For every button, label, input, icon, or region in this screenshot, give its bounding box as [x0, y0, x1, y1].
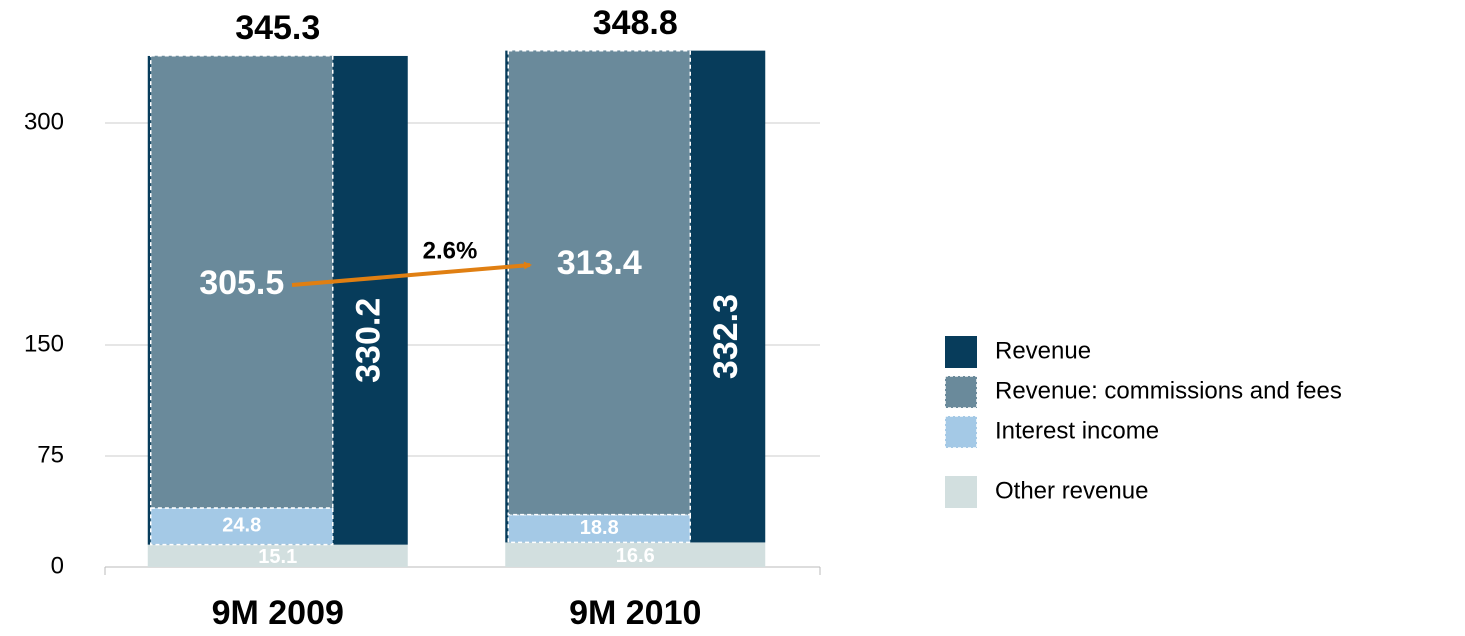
- data-label: 330.2: [350, 298, 388, 383]
- data-label: 15.1: [258, 546, 297, 568]
- legend-label: Other revenue: [995, 477, 1148, 504]
- annotation: 2.6%: [423, 237, 478, 264]
- legend-label: Revenue: commissions and fees: [995, 377, 1342, 404]
- bar-segment: [147, 544, 408, 567]
- data-label: 24.8: [222, 515, 261, 537]
- bar-segment: [507, 50, 691, 516]
- x-tick-label: 9M 2010: [569, 594, 701, 632]
- legend-label: Interest income: [995, 417, 1159, 444]
- legend-label: Revenue: [995, 337, 1091, 364]
- x-tick-label: 9M 2009: [212, 594, 344, 632]
- data-label: 313.4: [557, 244, 642, 282]
- y-tick-label: 150: [24, 330, 64, 357]
- y-tick-label: 75: [37, 441, 64, 468]
- y-tick-label: 0: [51, 552, 64, 579]
- legend-swatch: [945, 336, 977, 368]
- data-label: 305.5: [199, 264, 284, 302]
- total-label: 345.3: [235, 9, 320, 47]
- growth-arrow: [291, 261, 532, 287]
- legend-swatch: [944, 375, 978, 409]
- legend-swatch: [944, 415, 978, 449]
- data-label: 16.6: [616, 545, 655, 567]
- data-label: 18.8: [580, 517, 619, 539]
- legend-swatch: [945, 476, 977, 508]
- data-label: 332.3: [707, 294, 745, 379]
- y-tick-label: 300: [24, 108, 64, 135]
- total-label: 348.8: [593, 4, 678, 42]
- bar-segment: [505, 542, 766, 567]
